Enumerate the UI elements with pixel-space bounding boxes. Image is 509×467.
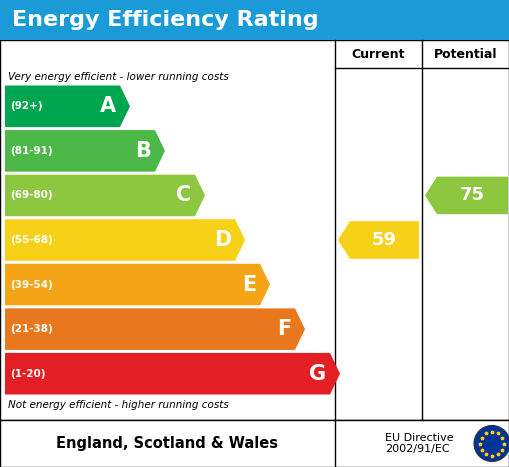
Text: (81-91): (81-91) (10, 146, 52, 156)
Text: (21-38): (21-38) (10, 324, 53, 334)
Text: A: A (100, 96, 116, 116)
Polygon shape (5, 308, 305, 350)
Polygon shape (5, 264, 270, 305)
Polygon shape (5, 85, 130, 127)
Text: 59: 59 (372, 231, 397, 249)
Polygon shape (5, 130, 165, 172)
Text: Current: Current (352, 48, 405, 61)
Text: E: E (242, 275, 256, 295)
Bar (0, 0, 509, 40)
Bar (0, 420, 509, 467)
Text: (69-80): (69-80) (10, 191, 52, 200)
Text: D: D (214, 230, 231, 250)
Text: (39-54): (39-54) (10, 280, 53, 290)
Text: (1-20): (1-20) (10, 369, 45, 379)
Text: B: B (135, 141, 151, 161)
Circle shape (474, 425, 509, 461)
Polygon shape (5, 219, 245, 261)
Text: Potential: Potential (434, 48, 497, 61)
Polygon shape (5, 353, 340, 395)
Polygon shape (425, 177, 508, 214)
Text: EU Directive
2002/91/EC: EU Directive 2002/91/EC (385, 433, 454, 454)
Text: G: G (309, 364, 326, 384)
Polygon shape (5, 175, 205, 216)
Text: Not energy efficient - higher running costs: Not energy efficient - higher running co… (8, 400, 229, 410)
Text: C: C (176, 185, 191, 205)
Text: England, Scotland & Wales: England, Scotland & Wales (56, 436, 278, 451)
Text: (92+): (92+) (10, 101, 43, 111)
Text: F: F (277, 319, 291, 339)
Text: 75: 75 (460, 186, 485, 205)
Polygon shape (338, 221, 419, 259)
Bar (0, 40, 509, 420)
Text: Very energy efficient - lower running costs: Very energy efficient - lower running co… (8, 72, 229, 82)
Text: Energy Efficiency Rating: Energy Efficiency Rating (12, 10, 319, 30)
Text: (55-68): (55-68) (10, 235, 53, 245)
